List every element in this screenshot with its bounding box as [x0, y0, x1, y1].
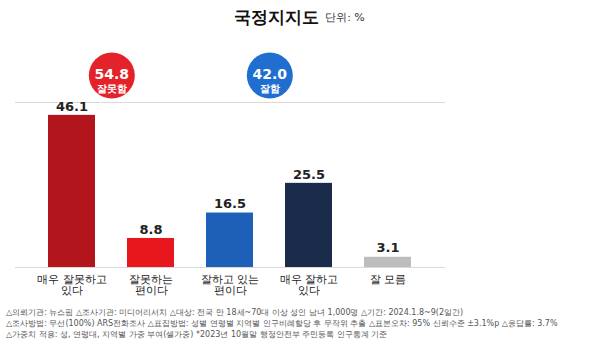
- svg-text:잘못하는편이다: 잘못하는편이다: [129, 273, 173, 297]
- html-text:국정지지도 단위: %: 국정지지도 단위: %: [234, 7, 365, 27]
- svg-text:54.8: 54.8: [95, 66, 130, 82]
- html-text:△조사방법: 무선(100%) ARS전화조사 △표집방법:: △조사방법: 무선(100%) ARS전화조사 △표집방법: 성별 연령별 지역…: [6, 319, 558, 328]
- svg-text:매우 잘하고있다: 매우 잘하고있다: [280, 273, 339, 297]
- svg-text:42.0: 42.0: [253, 66, 288, 82]
- svg-text:46.1: 46.1: [56, 99, 88, 114]
- svg-text:8.8: 8.8: [139, 222, 162, 237]
- svg-text:매우 잘못하고있다: 매우 잘못하고있다: [37, 273, 107, 297]
- html-text:△의뢰기관: 뉴스핌 △조사기관: 미디어리서치 △대상:: △의뢰기관: 뉴스핌 △조사기관: 미디어리서치 △대상: 전국 만 18세~7…: [6, 308, 464, 317]
- svg-text:3.1: 3.1: [376, 240, 399, 255]
- html-text:△가중치 적용: 성, 연령대, 지역별 가중 부여(셀가중: △가중치 적용: 성, 연령대, 지역별 가중 부여(셀가중) *2023년 1…: [6, 330, 388, 339]
- svg-text:잘 모름: 잘 모름: [370, 273, 407, 286]
- svg-text:잘함: 잘함: [260, 83, 280, 94]
- svg-text:25.5: 25.5: [293, 167, 325, 182]
- svg-text:16.5: 16.5: [214, 196, 246, 211]
- svg-text:잘하고 있는편이다: 잘하고 있는편이다: [201, 273, 260, 297]
- svg-text:잘못함: 잘못함: [97, 83, 127, 94]
